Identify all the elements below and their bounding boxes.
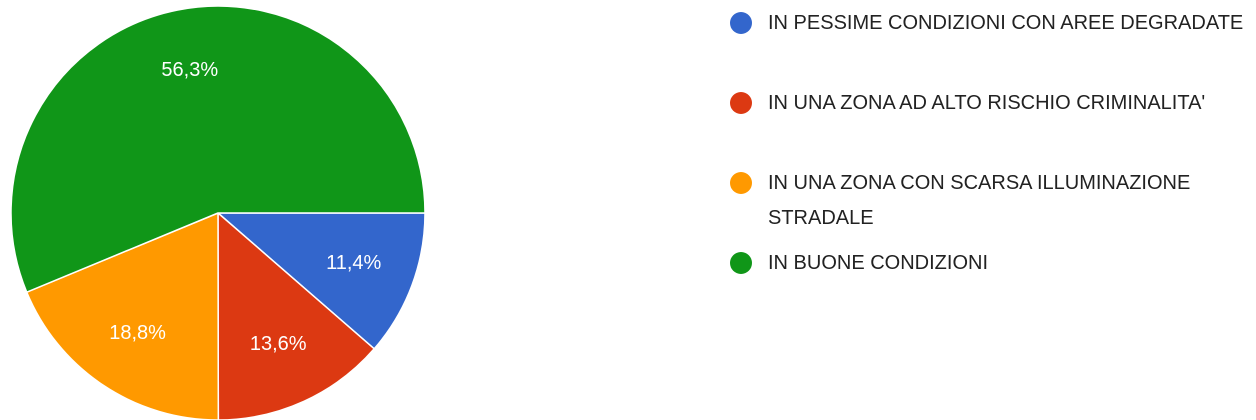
legend-label: IN UNA ZONA AD ALTO RISCHIO CRIMINALITA' — [768, 92, 1206, 114]
legend-swatch — [730, 12, 752, 34]
legend-label: IN UNA ZONA CON SCARSA ILLUMINAZIONE STR… — [768, 172, 1191, 229]
slice-label: 11,4% — [326, 252, 381, 274]
legend-item: IN BUONE CONDIZIONI — [728, 246, 1246, 326]
chart: 11,4% 13,6% 18,8% 56,3% — [10, 5, 426, 420]
legend-label: IN BUONE CONDIZIONI — [768, 252, 989, 274]
slice-label: 56,3% — [161, 59, 218, 81]
pie-slice — [217, 211, 376, 420]
legend-label: IN PESSIME CONDIZIONI CON AREE DEGRADATE — [768, 12, 1244, 34]
legend-swatch — [730, 252, 752, 274]
pie-slice — [215, 212, 426, 350]
pie-slice — [25, 211, 220, 420]
legend-swatch — [730, 172, 752, 194]
legend-item: IN UNA ZONA CON SCARSA ILLUMINAZIONE STR… — [728, 166, 1246, 246]
slice-label: 13,6% — [250, 333, 307, 355]
legend-item: IN UNA ZONA AD ALTO RISCHIO CRIMINALITA' — [728, 86, 1246, 166]
legend-swatch — [730, 92, 752, 114]
legend: IN PESSIME CONDIZIONI CON AREE DEGRADATE… — [728, 6, 1248, 326]
pie-slice — [10, 5, 426, 294]
slice-label: 18,8% — [109, 322, 166, 344]
legend-item: IN PESSIME CONDIZIONI CON AREE DEGRADATE — [728, 6, 1246, 86]
